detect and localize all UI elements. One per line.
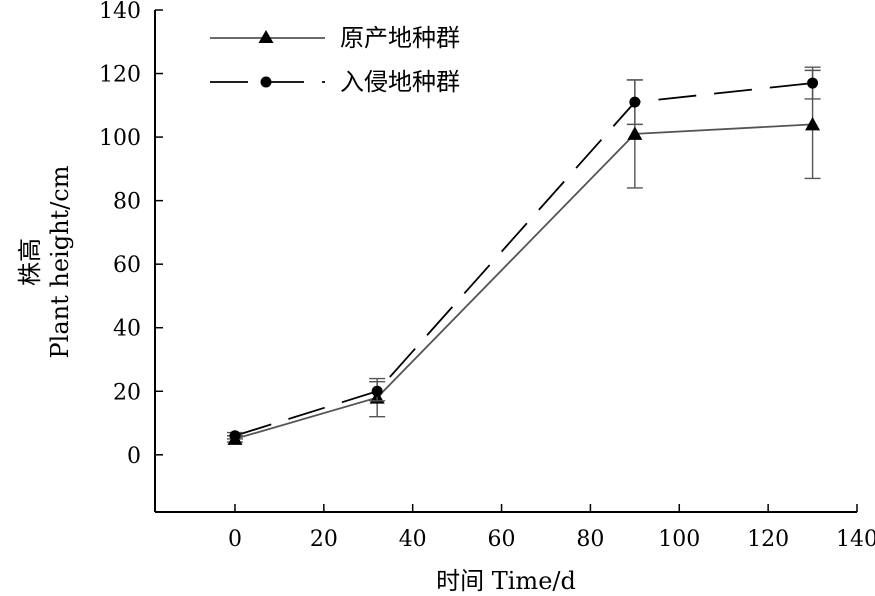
y-axis-label-en-group: Plant height/cm	[46, 165, 74, 358]
x-tick-label: 40	[399, 527, 427, 552]
x-axis-label: 时间 Time/d	[436, 567, 576, 595]
y-axis-label-zh: 株高	[16, 238, 44, 286]
legend-triangle-marker	[258, 30, 274, 43]
y-axis: 0 20 40 60 80 100 120 140	[99, 0, 163, 512]
series-1	[226, 66, 821, 442]
legend-label-invasive: 入侵地种群	[340, 68, 460, 96]
data-point-triangle	[627, 126, 643, 140]
data-point-circle	[229, 430, 241, 442]
x-tick-label: 0	[228, 527, 242, 552]
y-axis-label-group: 株高	[16, 238, 44, 286]
y-tick-label: 120	[99, 63, 141, 88]
x-axis: 0 20 40 60 80 100 120 140	[155, 504, 875, 552]
x-tick-label: 140	[836, 527, 875, 552]
y-tick-label: 20	[113, 380, 141, 405]
legend-circle-marker	[260, 76, 272, 88]
x-tick-label: 60	[488, 527, 516, 552]
series-layer	[226, 66, 821, 445]
data-point-triangle	[805, 116, 821, 131]
data-point-circle	[629, 96, 641, 108]
y-tick-label: 0	[127, 444, 141, 469]
legend-item-native: 原产地种群	[210, 24, 460, 52]
y-tick-label: 100	[99, 126, 141, 151]
legend: 原产地种群 入侵地种群	[210, 24, 460, 96]
y-tick-label: 80	[113, 190, 141, 215]
y-tick-label: 40	[113, 317, 141, 342]
y-axis-label-en: Plant height/cm	[46, 165, 74, 358]
y-tick-label: 140	[99, 0, 141, 24]
y-tick-label: 60	[113, 253, 141, 278]
x-tick-label: 20	[310, 527, 338, 552]
data-point-circle	[371, 385, 383, 397]
legend-item-invasive: 入侵地种群	[210, 68, 460, 96]
legend-label-native: 原产地种群	[340, 24, 460, 52]
x-tick-label: 120	[747, 527, 789, 552]
series-0	[226, 69, 821, 445]
series-line	[234, 82, 813, 437]
series-line	[234, 123, 813, 440]
x-tick-label: 80	[576, 527, 604, 552]
data-point-circle	[807, 77, 819, 89]
x-tick-label: 100	[658, 527, 700, 552]
